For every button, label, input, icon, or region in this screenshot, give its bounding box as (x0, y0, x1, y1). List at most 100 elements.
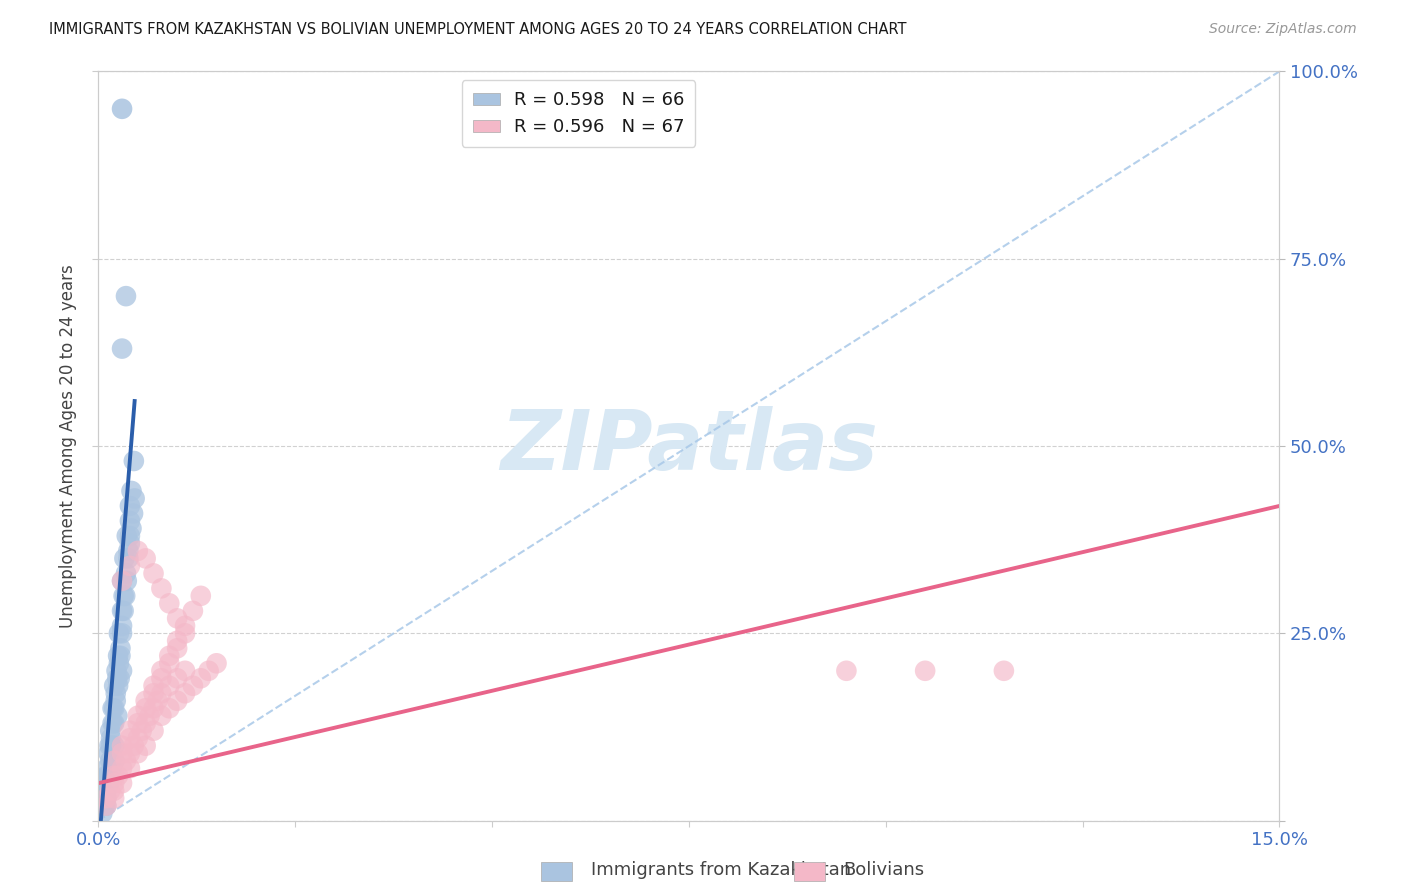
Point (97, 769, 120, 783)
Point (166, 671, 188, 685)
Point (118, 514, 141, 528)
Point (118, 723, 141, 738)
Point (101, 761, 124, 775)
Point (96, 791, 118, 805)
Point (112, 604, 135, 618)
Point (91, 798, 114, 813)
Point (111, 604, 134, 618)
Point (96, 761, 118, 775)
Point (205, 657, 228, 671)
Point (114, 589, 136, 603)
Point (122, 507, 145, 521)
Point (115, 574, 138, 588)
Point (150, 671, 173, 685)
Point (150, 664, 173, 678)
Point (118, 529, 141, 543)
Point (142, 566, 165, 581)
Point (103, 776, 125, 790)
Point (111, 574, 134, 588)
Point (142, 679, 165, 693)
Point (111, 342, 134, 356)
Point (103, 754, 125, 768)
Point (100, 739, 122, 753)
Point (142, 723, 165, 738)
Point (105, 708, 128, 723)
Point (121, 483, 143, 498)
Point (103, 701, 125, 715)
Point (101, 716, 124, 731)
Point (103, 679, 125, 693)
Point (103, 739, 125, 753)
Point (190, 589, 212, 603)
Point (127, 544, 149, 558)
Point (122, 454, 145, 468)
Point (111, 776, 134, 790)
Point (100, 731, 122, 746)
Point (111, 574, 134, 588)
Point (111, 739, 134, 753)
Point (111, 746, 134, 760)
Point (138, 708, 160, 723)
Text: Bolivians: Bolivians (844, 861, 925, 879)
Text: Source: ZipAtlas.com: Source: ZipAtlas.com (1209, 22, 1357, 37)
Point (142, 701, 165, 715)
Point (97, 746, 120, 760)
Point (135, 694, 157, 708)
Point (115, 529, 138, 543)
Point (93, 798, 115, 813)
Point (105, 664, 128, 678)
Point (107, 648, 129, 663)
Point (117, 544, 139, 558)
Point (115, 289, 138, 303)
Point (111, 626, 134, 640)
Point (146, 694, 169, 708)
Point (105, 671, 128, 685)
Point (103, 783, 125, 797)
Point (157, 596, 180, 610)
Point (197, 664, 219, 678)
Point (174, 626, 197, 640)
Point (108, 626, 131, 640)
Point (135, 551, 157, 566)
Point (135, 716, 157, 731)
Point (115, 566, 138, 581)
Point (107, 769, 129, 783)
Point (104, 686, 127, 700)
Point (107, 679, 129, 693)
Point (96, 791, 118, 805)
Point (112, 551, 135, 566)
Point (111, 664, 134, 678)
Point (157, 701, 180, 715)
Point (96, 783, 118, 797)
Point (97, 776, 120, 790)
Point (142, 686, 165, 700)
Point (110, 648, 132, 663)
Point (122, 739, 145, 753)
Point (96, 798, 118, 813)
Point (93, 791, 115, 805)
Point (181, 604, 204, 618)
Point (103, 791, 125, 805)
Point (127, 716, 149, 731)
Point (91, 798, 114, 813)
Point (157, 679, 180, 693)
Point (103, 754, 125, 768)
Point (166, 694, 188, 708)
Point (110, 641, 132, 656)
Point (96, 776, 118, 790)
Point (111, 761, 134, 775)
Point (112, 589, 135, 603)
Point (115, 754, 138, 768)
Point (157, 657, 180, 671)
Point (166, 633, 188, 648)
Text: IMMIGRANTS FROM KAZAKHSTAN VS BOLIVIAN UNEMPLOYMENT AMONG AGES 20 TO 24 YEARS CO: IMMIGRANTS FROM KAZAKHSTAN VS BOLIVIAN U… (49, 22, 907, 37)
Point (121, 521, 143, 535)
Point (101, 701, 124, 715)
Point (118, 499, 141, 513)
Y-axis label: Unemployment Among Ages 20 to 24 years: Unemployment Among Ages 20 to 24 years (59, 264, 77, 628)
Point (157, 648, 180, 663)
Point (98, 723, 121, 738)
Point (96, 798, 118, 813)
Point (108, 657, 131, 671)
Point (111, 619, 134, 633)
